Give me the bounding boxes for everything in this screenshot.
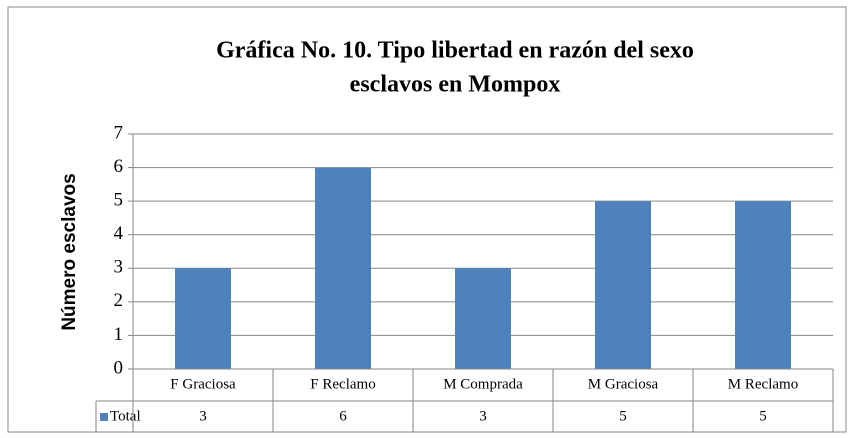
x-tick-label: M Reclamo [728,376,798,392]
y-tick-label: 4 [114,223,124,244]
table-value: 5 [619,408,627,424]
bar [735,201,791,369]
y-tick-label: 5 [114,190,124,211]
legend-swatch [100,413,108,421]
bar [595,201,651,369]
y-tick-label: 0 [114,357,124,378]
x-tick-label: F Reclamo [310,376,375,392]
y-tick-label: 1 [114,324,124,345]
bar [175,268,231,369]
y-tick-label: 6 [114,156,124,177]
chart-frame [7,6,847,433]
y-axis-label: Número esclavos [59,173,80,330]
chart-title: esclavos en Mompox [350,72,561,98]
chart-title: Gráfica No. 10. Tipo libertad en razón d… [216,38,694,64]
bar [315,167,371,369]
x-tick-label: M Comprada [443,376,523,392]
y-tick-label: 2 [114,290,124,311]
x-tick-label: M Graciosa [588,376,659,392]
table-value: 3 [479,408,487,424]
legend-label: Total [110,408,141,424]
table-value: 3 [199,408,207,424]
y-tick-label: 7 [114,122,124,143]
table-value: 6 [339,408,347,424]
y-tick-label: 3 [114,257,124,278]
x-tick-label: F Graciosa [170,376,236,392]
table-value: 5 [759,408,767,424]
bar [455,268,511,369]
